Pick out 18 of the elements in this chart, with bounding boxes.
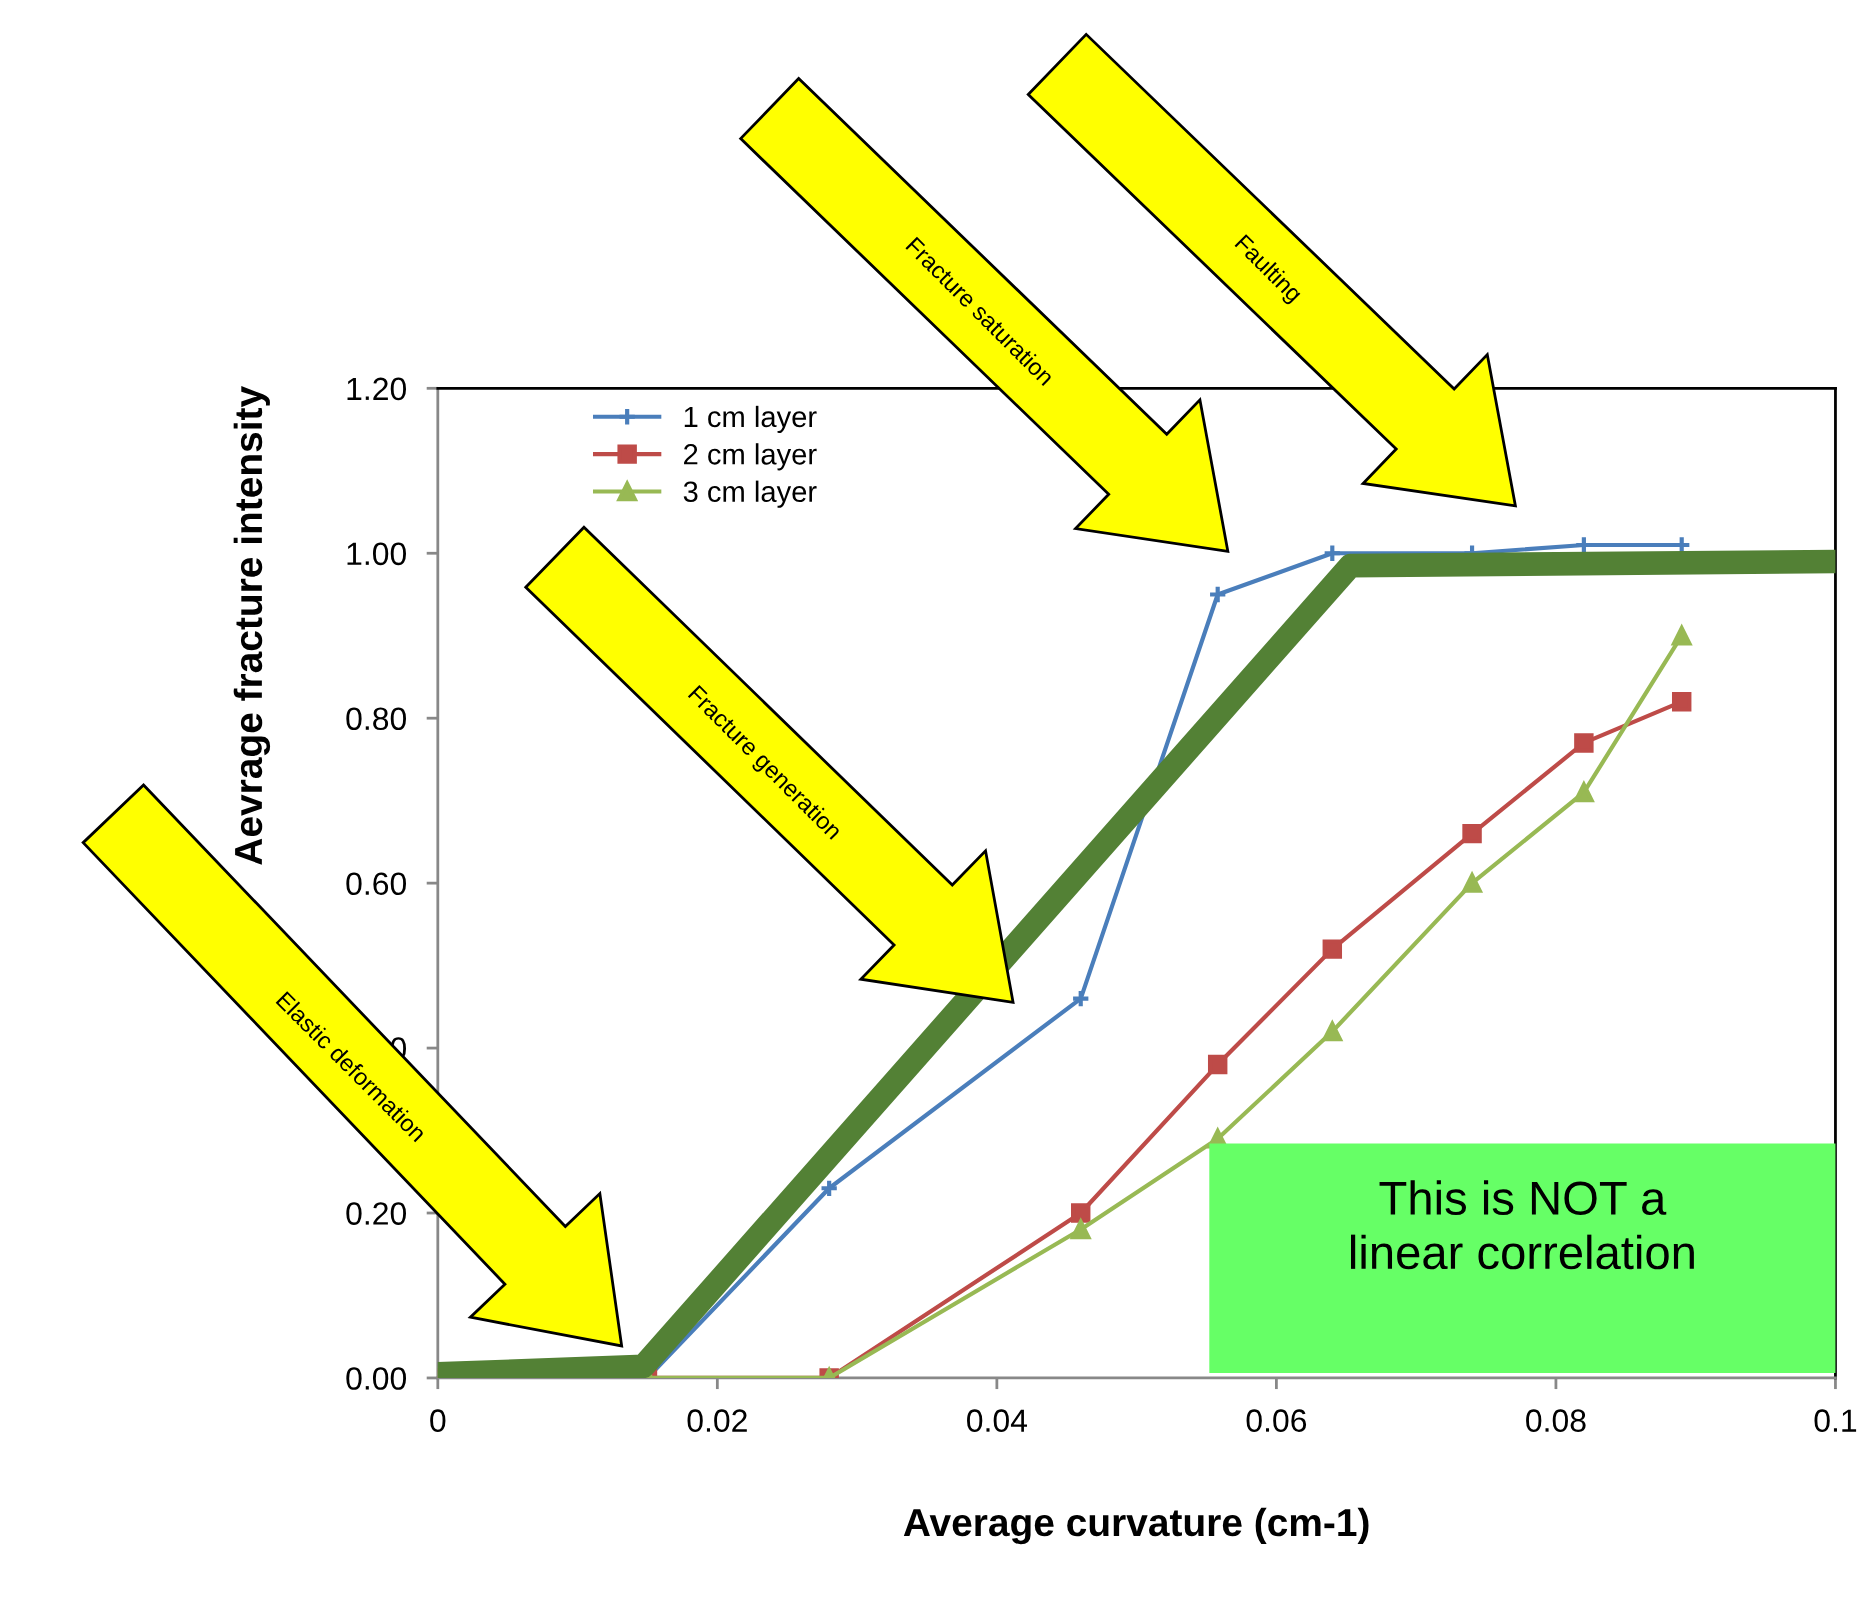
x-tick-label: 0.02 xyxy=(687,1409,747,1432)
x-tick-label: 0 xyxy=(430,1409,446,1432)
y-tick-label: 0.20 xyxy=(346,1202,407,1225)
y-tick-label: 0.80 xyxy=(346,707,407,731)
y-tick-label: 1.20 xyxy=(347,377,407,401)
x-axis-title: Average curvature (cm-1) xyxy=(903,1507,1369,1545)
x-tick-label: 0.04 xyxy=(967,1409,1028,1432)
legend-label: 1 cm layer xyxy=(684,405,817,433)
y-tick-label: 0.60 xyxy=(346,872,407,896)
annotation: This is NOT a linear correlation xyxy=(1351,1180,1694,1270)
y-tick-label: 0.00 xyxy=(346,1367,407,1390)
y-tick-label: 1.00 xyxy=(347,542,407,566)
x-tick-label: 0.06 xyxy=(1246,1409,1307,1432)
legend-label: 3 cm layer xyxy=(683,480,817,508)
legend-label: 2 cm layer xyxy=(684,443,817,471)
y-axis-title: Aevrage fracture intensity xyxy=(233,386,271,865)
x-tick-label: 0.08 xyxy=(1526,1409,1586,1432)
x-tick-label: 0.1 xyxy=(1814,1409,1857,1432)
